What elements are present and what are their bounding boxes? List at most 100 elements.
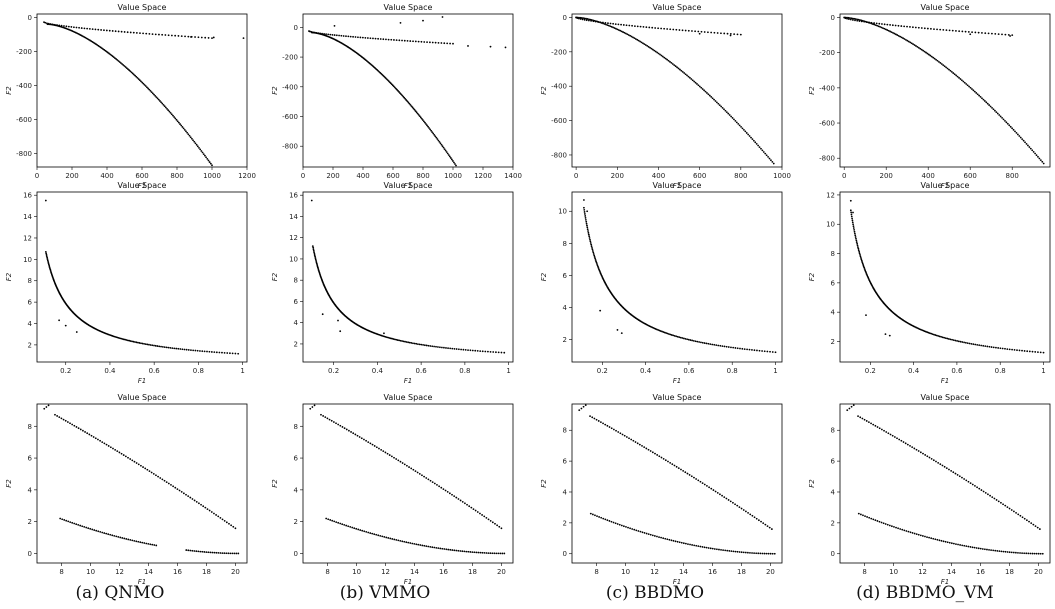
data-point bbox=[937, 461, 940, 464]
y-tick-label: 6 bbox=[563, 458, 568, 466]
data-point bbox=[219, 552, 222, 554]
data-point bbox=[1039, 351, 1042, 354]
data-point bbox=[737, 122, 740, 125]
data-point bbox=[701, 341, 704, 344]
y-tick-label: 0 bbox=[831, 550, 835, 558]
data-point bbox=[223, 351, 226, 354]
data-point bbox=[363, 438, 365, 441]
data-point bbox=[375, 533, 378, 536]
data-point bbox=[846, 409, 849, 412]
data-point bbox=[353, 527, 356, 530]
data-point bbox=[93, 529, 96, 531]
data-point bbox=[333, 24, 336, 27]
data-point bbox=[622, 24, 625, 26]
data-point bbox=[399, 539, 402, 542]
data-point bbox=[149, 344, 152, 346]
data-point bbox=[670, 62, 673, 64]
data-point bbox=[371, 443, 374, 446]
data-point bbox=[190, 349, 192, 352]
x-tick-label: 1 bbox=[1041, 367, 1045, 375]
data-point bbox=[669, 60, 671, 63]
data-point bbox=[489, 350, 492, 353]
data-point bbox=[470, 506, 473, 509]
y-tick-label: 8 bbox=[28, 423, 32, 431]
data-point bbox=[417, 40, 420, 43]
data-point bbox=[593, 254, 596, 257]
data-point bbox=[412, 342, 414, 345]
y-tick-label: 12 bbox=[826, 191, 835, 199]
data-point bbox=[467, 45, 469, 47]
data-point bbox=[770, 159, 772, 162]
data-point bbox=[379, 534, 382, 537]
plot-frame bbox=[36, 191, 248, 363]
data-point bbox=[97, 28, 100, 31]
data-point bbox=[235, 552, 238, 555]
data-point bbox=[948, 541, 951, 544]
data-point bbox=[67, 520, 70, 523]
data-point bbox=[740, 125, 742, 128]
data-point bbox=[325, 33, 328, 36]
data-point bbox=[440, 143, 443, 146]
data-point bbox=[718, 548, 720, 551]
data-point bbox=[433, 133, 436, 136]
x-tick-label: 16 bbox=[976, 568, 985, 576]
data-point bbox=[656, 535, 658, 538]
y-tick-label: 0 bbox=[563, 550, 567, 558]
data-point bbox=[227, 552, 230, 555]
data-point bbox=[172, 485, 175, 488]
data-point bbox=[170, 113, 173, 116]
data-point bbox=[469, 349, 472, 352]
data-point bbox=[740, 551, 743, 554]
data-point bbox=[157, 475, 159, 478]
x-tick-label: 0.6 bbox=[683, 367, 695, 375]
data-point bbox=[689, 543, 691, 546]
data-point bbox=[678, 29, 681, 31]
data-point bbox=[45, 255, 48, 258]
x-tick-label: 0.8 bbox=[459, 367, 470, 375]
data-point bbox=[987, 32, 990, 35]
data-point bbox=[413, 342, 416, 345]
data-point bbox=[701, 88, 704, 90]
scatter-series bbox=[846, 404, 1044, 555]
x-tick-label: 14 bbox=[679, 568, 688, 576]
data-point bbox=[978, 344, 981, 347]
data-point bbox=[69, 422, 71, 425]
data-point bbox=[232, 525, 235, 528]
data-point bbox=[233, 552, 236, 555]
data-point bbox=[63, 519, 66, 521]
data-point bbox=[1012, 128, 1015, 131]
data-point bbox=[180, 124, 183, 127]
x-axis-label: F1 bbox=[404, 377, 412, 385]
panel-title: Value Space bbox=[384, 181, 433, 190]
data-point bbox=[965, 545, 968, 548]
data-point bbox=[431, 131, 434, 134]
data-point bbox=[237, 552, 240, 555]
data-point bbox=[995, 499, 998, 501]
data-point bbox=[693, 544, 696, 547]
data-point bbox=[723, 108, 725, 111]
data-point bbox=[147, 87, 149, 90]
data-point bbox=[457, 498, 460, 500]
x-tick-label: 200 bbox=[326, 172, 339, 180]
data-point bbox=[710, 487, 713, 490]
data-point bbox=[905, 38, 907, 41]
data-point bbox=[174, 117, 177, 120]
data-point bbox=[988, 345, 991, 348]
data-point bbox=[714, 100, 717, 102]
data-point bbox=[586, 228, 589, 231]
data-point bbox=[195, 550, 198, 553]
data-point bbox=[191, 549, 194, 552]
x-axis-label: F1 bbox=[404, 182, 412, 190]
data-point bbox=[851, 221, 854, 224]
data-point bbox=[728, 550, 731, 552]
data-point bbox=[726, 549, 729, 552]
data-point bbox=[201, 151, 204, 154]
data-point bbox=[152, 472, 155, 475]
data-point bbox=[688, 474, 691, 476]
data-point bbox=[85, 526, 88, 529]
data-point bbox=[311, 245, 314, 248]
data-point bbox=[747, 511, 749, 514]
x-tick-label: 0.8 bbox=[995, 367, 1006, 375]
